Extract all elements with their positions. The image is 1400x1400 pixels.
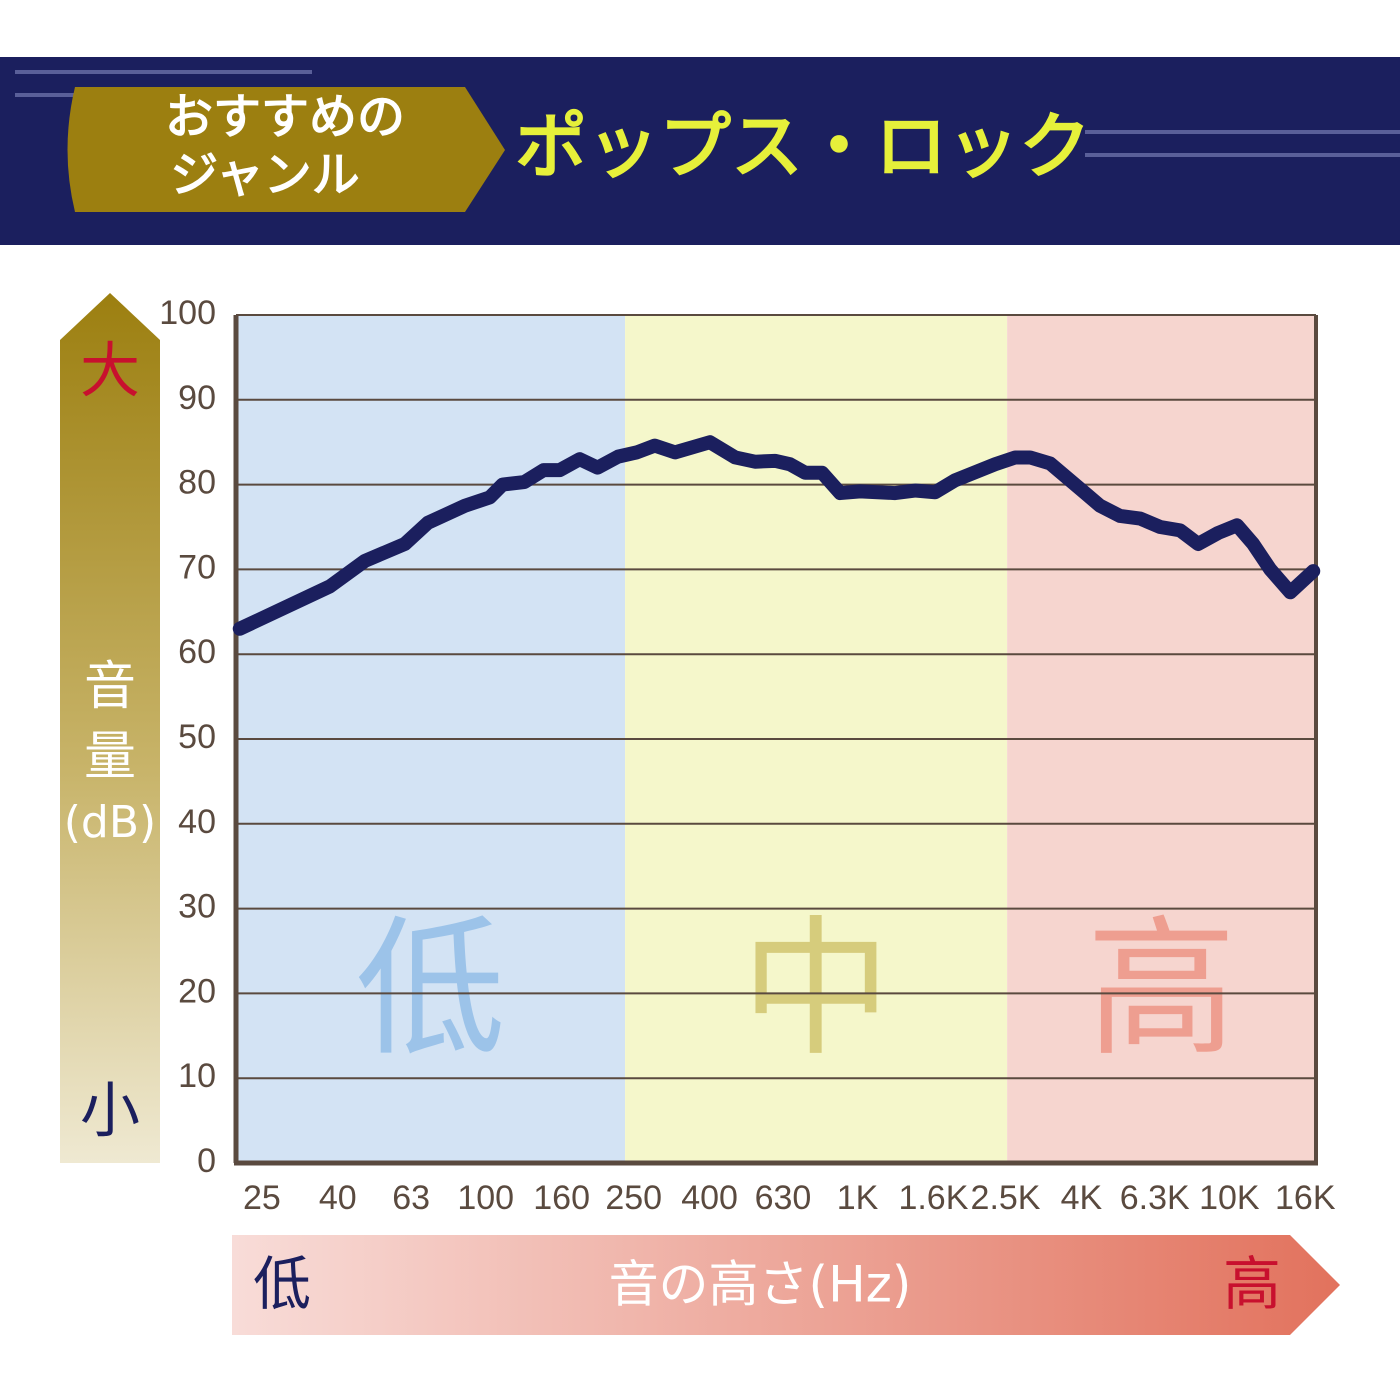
x-tick-label: 2.5K [971, 1179, 1041, 1217]
badge-line: ジャンル [170, 147, 360, 203]
y-tick-label: 100 [159, 294, 216, 332]
chart-title: ポップス・ロック [515, 105, 1091, 189]
x-tick-label: 40 [319, 1179, 357, 1217]
y-tick-label: 90 [178, 379, 216, 417]
badge [67, 87, 505, 212]
band-label: 高 [1087, 903, 1237, 1077]
y-tick-label: 40 [178, 803, 216, 841]
x-high: 高 [1223, 1250, 1281, 1318]
x-tick-label: 400 [681, 1179, 738, 1217]
x-tick-label: 630 [755, 1179, 812, 1217]
y-tick-label: 10 [178, 1057, 216, 1095]
y-label: 量 [84, 727, 136, 787]
y-arrow [60, 293, 160, 1163]
y-tick-label: 70 [178, 548, 216, 586]
x-tick-label: 16K [1275, 1179, 1336, 1217]
x-tick-label: 160 [533, 1179, 590, 1217]
badge-line: おすすめの [165, 89, 405, 145]
x-low: 低 [253, 1250, 311, 1318]
x-tick-label: 1K [837, 1179, 879, 1217]
x-tick-label: 25 [243, 1179, 281, 1217]
x-tick-label: 10K [1199, 1179, 1260, 1217]
y-tick-label: 60 [178, 633, 216, 671]
y-tick-label: 20 [178, 972, 216, 1010]
x-tick-label: 1.6K [898, 1179, 968, 1217]
y-label: (dB) [64, 797, 156, 848]
x-tick-label: 4K [1061, 1179, 1103, 1217]
series-line [232, 435, 1321, 636]
x-tick-label: 6.3K [1120, 1179, 1190, 1217]
y-high: 大 [80, 337, 140, 407]
y-low: 小 [80, 1077, 140, 1147]
x-tick-label: 63 [392, 1179, 430, 1217]
band-label: 中 [741, 903, 891, 1077]
y-tick-label: 0 [197, 1142, 216, 1180]
y-tick-label: 50 [178, 718, 216, 756]
x-tick-label: 100 [457, 1179, 514, 1217]
y-label: 音 [84, 657, 136, 717]
x-tick-label: 250 [605, 1179, 662, 1217]
x-label: 音の高さ(Hz) [609, 1256, 912, 1314]
y-tick-label: 30 [178, 888, 216, 926]
x-arrow [232, 1235, 1340, 1335]
y-tick-label: 80 [178, 464, 216, 502]
band-label: 低 [356, 903, 506, 1077]
